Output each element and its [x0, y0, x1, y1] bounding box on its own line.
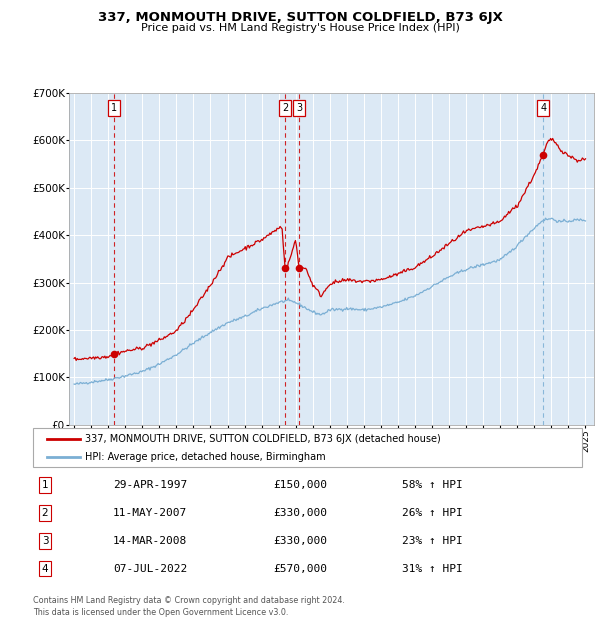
Text: 14-MAR-2008: 14-MAR-2008 — [113, 536, 187, 546]
Text: 58% ↑ HPI: 58% ↑ HPI — [401, 480, 463, 490]
Text: 29-APR-1997: 29-APR-1997 — [113, 480, 187, 490]
Text: Price paid vs. HM Land Registry's House Price Index (HPI): Price paid vs. HM Land Registry's House … — [140, 23, 460, 33]
Text: Contains HM Land Registry data © Crown copyright and database right 2024.
This d: Contains HM Land Registry data © Crown c… — [33, 596, 345, 617]
Text: 26% ↑ HPI: 26% ↑ HPI — [401, 508, 463, 518]
Text: £570,000: £570,000 — [273, 564, 327, 574]
Text: £330,000: £330,000 — [273, 508, 327, 518]
Text: 07-JUL-2022: 07-JUL-2022 — [113, 564, 187, 574]
Text: 2: 2 — [41, 508, 49, 518]
Text: 31% ↑ HPI: 31% ↑ HPI — [401, 564, 463, 574]
Text: HPI: Average price, detached house, Birmingham: HPI: Average price, detached house, Birm… — [85, 452, 326, 463]
Text: 2: 2 — [282, 103, 288, 113]
Text: 23% ↑ HPI: 23% ↑ HPI — [401, 536, 463, 546]
Text: 4: 4 — [540, 103, 546, 113]
Text: 4: 4 — [41, 564, 49, 574]
FancyBboxPatch shape — [33, 428, 582, 467]
Text: £330,000: £330,000 — [273, 536, 327, 546]
Text: £150,000: £150,000 — [273, 480, 327, 490]
Text: 337, MONMOUTH DRIVE, SUTTON COLDFIELD, B73 6JX: 337, MONMOUTH DRIVE, SUTTON COLDFIELD, B… — [98, 11, 502, 24]
Text: 3: 3 — [296, 103, 302, 113]
Text: 337, MONMOUTH DRIVE, SUTTON COLDFIELD, B73 6JX (detached house): 337, MONMOUTH DRIVE, SUTTON COLDFIELD, B… — [85, 434, 441, 444]
Text: 1: 1 — [41, 480, 49, 490]
Text: 1: 1 — [111, 103, 117, 113]
Text: 3: 3 — [41, 536, 49, 546]
Text: 11-MAY-2007: 11-MAY-2007 — [113, 508, 187, 518]
